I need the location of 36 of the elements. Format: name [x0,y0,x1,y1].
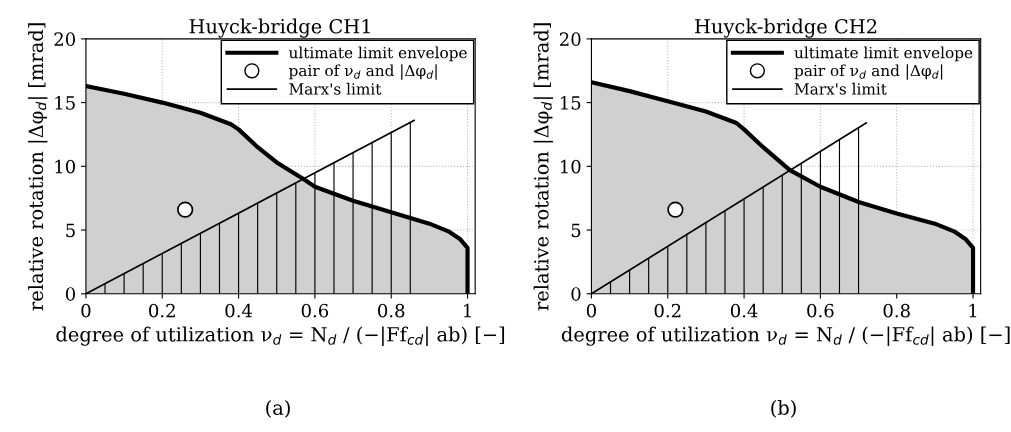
y-tick-label: 0 [65,287,76,301]
y-tick-label: 20 [559,32,581,46]
y-tick-label: 20 [54,32,76,46]
x-tick-label: 0.2 [149,303,175,318]
legend-label: ultimate limit envelope [794,46,973,62]
legend-label: pair of ν$_{d}$ and |Δφ$_{d}$| [288,64,437,80]
y-tick-label: 15 [55,96,75,110]
x-tick-label: 0.4 [730,303,758,318]
y-tick-label: 10 [560,159,581,174]
y-tick-label: 5 [66,223,75,238]
x-tick-label: 0.2 [654,303,681,318]
x-axis-title: degree of utilization ν$_{d}$ = N$_{d}$ / (−|Ff$_{cd}$| ab) [−] [56,326,505,346]
x-tick-label: 0.8 [378,303,405,318]
y-tick-label: 15 [560,96,581,110]
x-axis-title: degree of utilization ν$_{d}$ = N$_{d}$ / (−|Ff$_{cd}$| ab) [−] [561,326,1010,346]
legend-label: Marx's limit [289,82,382,95]
x-tick-label: 1 [969,303,977,318]
x-tick-label: 0.8 [883,303,910,318]
y-tick-label: 10 [55,159,76,174]
text: (b) [771,399,796,418]
text: (a) [266,399,290,418]
y-tick-label: 5 [571,223,581,238]
x-tick-label: 0.4 [225,303,253,318]
x-tick-label: 1 [464,303,471,318]
x-tick-label: 0 [586,303,596,318]
x-tick-label: 0 [81,303,91,318]
x-tick-label: 0.6 [807,303,834,318]
chart-title: Huyck-bridge CH1 [189,18,370,38]
y-tick-label: 0 [571,287,581,301]
legend-label: Marx's limit [794,82,887,95]
chart-title: Huyck-bridge CH2 [695,18,877,38]
legend-label: pair of ν$_{d}$ and |Δφ$_{d}$| [794,64,943,80]
y-axis-title: relative rotation |Δφ$_{d}$| [mrad] [28,23,48,311]
x-tick-label: 0.6 [301,303,329,318]
legend-label: ultimate limit envelope [288,46,467,62]
y-axis-title: relative rotation |Δφ$_{d}$| [mrad] [533,23,553,311]
